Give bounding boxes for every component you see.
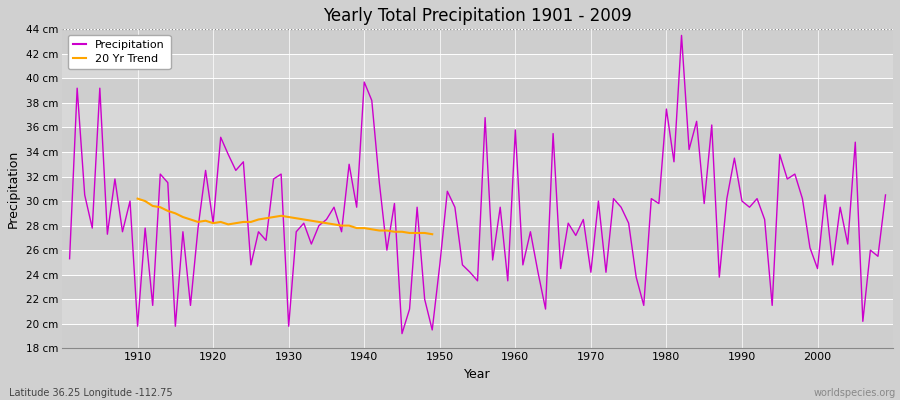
20 Yr Trend: [374, 228, 384, 233]
Title: Yearly Total Precipitation 1901 - 2009: Yearly Total Precipitation 1901 - 2009: [323, 7, 632, 25]
20 Yr Trend: [268, 215, 279, 220]
20 Yr Trend: [193, 220, 203, 224]
20 Yr Trend: [411, 230, 422, 235]
20 Yr Trend: [389, 229, 400, 234]
20 Yr Trend: [366, 227, 377, 232]
20 Yr Trend: [253, 217, 264, 222]
20 Yr Trend: [185, 217, 196, 222]
20 Yr Trend: [351, 226, 362, 230]
Bar: [62, 128, 893, 152]
Line: Precipitation: Precipitation: [69, 36, 886, 334]
20 Yr Trend: [170, 211, 181, 216]
Bar: [62, 275, 893, 299]
20 Yr Trend: [275, 214, 286, 218]
Bar: [62, 250, 893, 275]
20 Yr Trend: [404, 230, 415, 235]
20 Yr Trend: [382, 228, 392, 233]
20 Yr Trend: [306, 218, 317, 223]
20 Yr Trend: [177, 215, 188, 220]
20 Yr Trend: [238, 220, 248, 224]
Precipitation: [518, 262, 528, 267]
Bar: [62, 103, 893, 128]
20 Yr Trend: [230, 221, 241, 226]
Bar: [62, 54, 893, 78]
20 Yr Trend: [419, 230, 430, 235]
20 Yr Trend: [200, 218, 211, 223]
20 Yr Trend: [284, 215, 294, 220]
Bar: [62, 299, 893, 324]
Precipitation: [64, 256, 75, 261]
Precipitation: [397, 331, 408, 336]
Bar: [62, 29, 893, 54]
20 Yr Trend: [299, 217, 310, 222]
Precipitation: [608, 196, 619, 201]
Bar: [62, 152, 893, 176]
Text: Latitude 36.25 Longitude -112.75: Latitude 36.25 Longitude -112.75: [9, 388, 173, 398]
Precipitation: [676, 33, 687, 38]
20 Yr Trend: [344, 223, 355, 228]
20 Yr Trend: [261, 216, 272, 221]
20 Yr Trend: [215, 220, 226, 224]
Line: 20 Yr Trend: 20 Yr Trend: [138, 199, 432, 234]
20 Yr Trend: [328, 222, 339, 227]
Y-axis label: Precipitation: Precipitation: [7, 150, 20, 228]
Bar: [62, 324, 893, 348]
20 Yr Trend: [321, 221, 332, 226]
20 Yr Trend: [162, 208, 173, 213]
20 Yr Trend: [208, 221, 219, 226]
20 Yr Trend: [359, 226, 370, 230]
Precipitation: [880, 192, 891, 197]
Precipitation: [510, 128, 521, 132]
20 Yr Trend: [246, 220, 256, 224]
20 Yr Trend: [140, 199, 150, 204]
20 Yr Trend: [291, 216, 302, 221]
Precipitation: [337, 229, 347, 234]
X-axis label: Year: Year: [464, 368, 491, 381]
20 Yr Trend: [337, 223, 347, 228]
Bar: [62, 201, 893, 226]
20 Yr Trend: [148, 204, 158, 208]
20 Yr Trend: [132, 196, 143, 201]
Bar: [62, 176, 893, 201]
20 Yr Trend: [397, 229, 408, 234]
Text: worldspecies.org: worldspecies.org: [814, 388, 896, 398]
20 Yr Trend: [223, 222, 234, 227]
Bar: [62, 78, 893, 103]
Bar: [62, 226, 893, 250]
Legend: Precipitation, 20 Yr Trend: Precipitation, 20 Yr Trend: [68, 35, 171, 69]
20 Yr Trend: [427, 232, 437, 237]
Precipitation: [291, 229, 302, 234]
Precipitation: [124, 199, 135, 204]
20 Yr Trend: [155, 205, 166, 210]
20 Yr Trend: [313, 220, 324, 224]
